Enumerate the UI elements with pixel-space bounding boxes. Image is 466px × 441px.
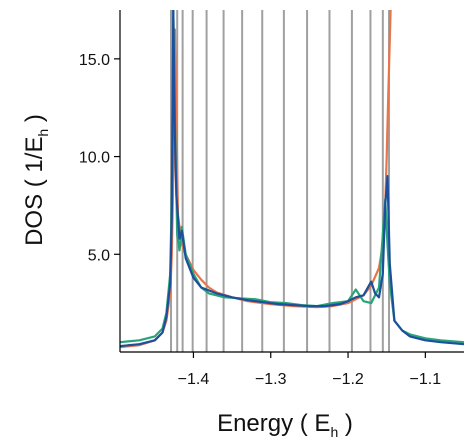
x-tick-label-0: −1.4 bbox=[178, 371, 210, 388]
y-tick-label-1: 10.0 bbox=[79, 150, 110, 167]
x-tick-label-2: −1.2 bbox=[332, 371, 364, 388]
x-axis-label-main: Energy ( E bbox=[217, 410, 330, 437]
y-axis-label-main: DOS ( 1/E bbox=[21, 137, 48, 246]
x-axis-label: Energy ( Eh ) bbox=[217, 410, 353, 440]
reference-lines bbox=[170, 10, 391, 352]
series-lines bbox=[120, 10, 464, 349]
y-axis-label-end: ) bbox=[21, 114, 48, 129]
axes: 5.0 10.0 15.0 −1.4 −1.3 −1.2 −1.1 bbox=[79, 10, 464, 388]
y-tick-label-0: 5.0 bbox=[88, 247, 110, 264]
y-tick-label-2: 15.0 bbox=[79, 52, 110, 69]
y-axis-label-sub: h bbox=[35, 129, 51, 137]
x-tick-label-3: −1.1 bbox=[410, 371, 442, 388]
x-axis-label-end: ) bbox=[338, 410, 353, 437]
x-axis-label-sub: h bbox=[330, 424, 338, 440]
series-line-2 bbox=[120, 10, 464, 348]
x-tick-label-1: −1.3 bbox=[255, 371, 287, 388]
y-axis-label: DOS ( 1/Eh ) bbox=[21, 114, 51, 246]
